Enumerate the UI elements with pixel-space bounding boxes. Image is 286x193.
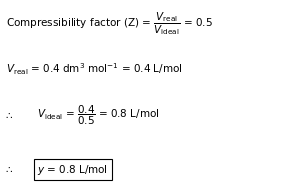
Text: $V_{\mathrm{real}}$ = 0.4 dm$^{3}$ mol$^{-1}$ = 0.4 L/mol: $V_{\mathrm{real}}$ = 0.4 dm$^{3}$ mol$^… [6,62,182,77]
Text: $V_{\mathrm{ideal}}$ = $\dfrac{0.4}{0.5}$ = 0.8 L/mol: $V_{\mathrm{ideal}}$ = $\dfrac{0.4}{0.5}… [37,104,160,127]
Text: Compressibility factor (Z) = $\dfrac{V_{\mathrm{real}}}{V_{\mathrm{ideal}}}$ = 0: Compressibility factor (Z) = $\dfrac{V_{… [6,10,212,37]
Text: ∴: ∴ [6,111,12,121]
Text: ∴: ∴ [6,165,12,175]
Text: $y$ = 0.8 L/mol: $y$ = 0.8 L/mol [37,163,108,177]
